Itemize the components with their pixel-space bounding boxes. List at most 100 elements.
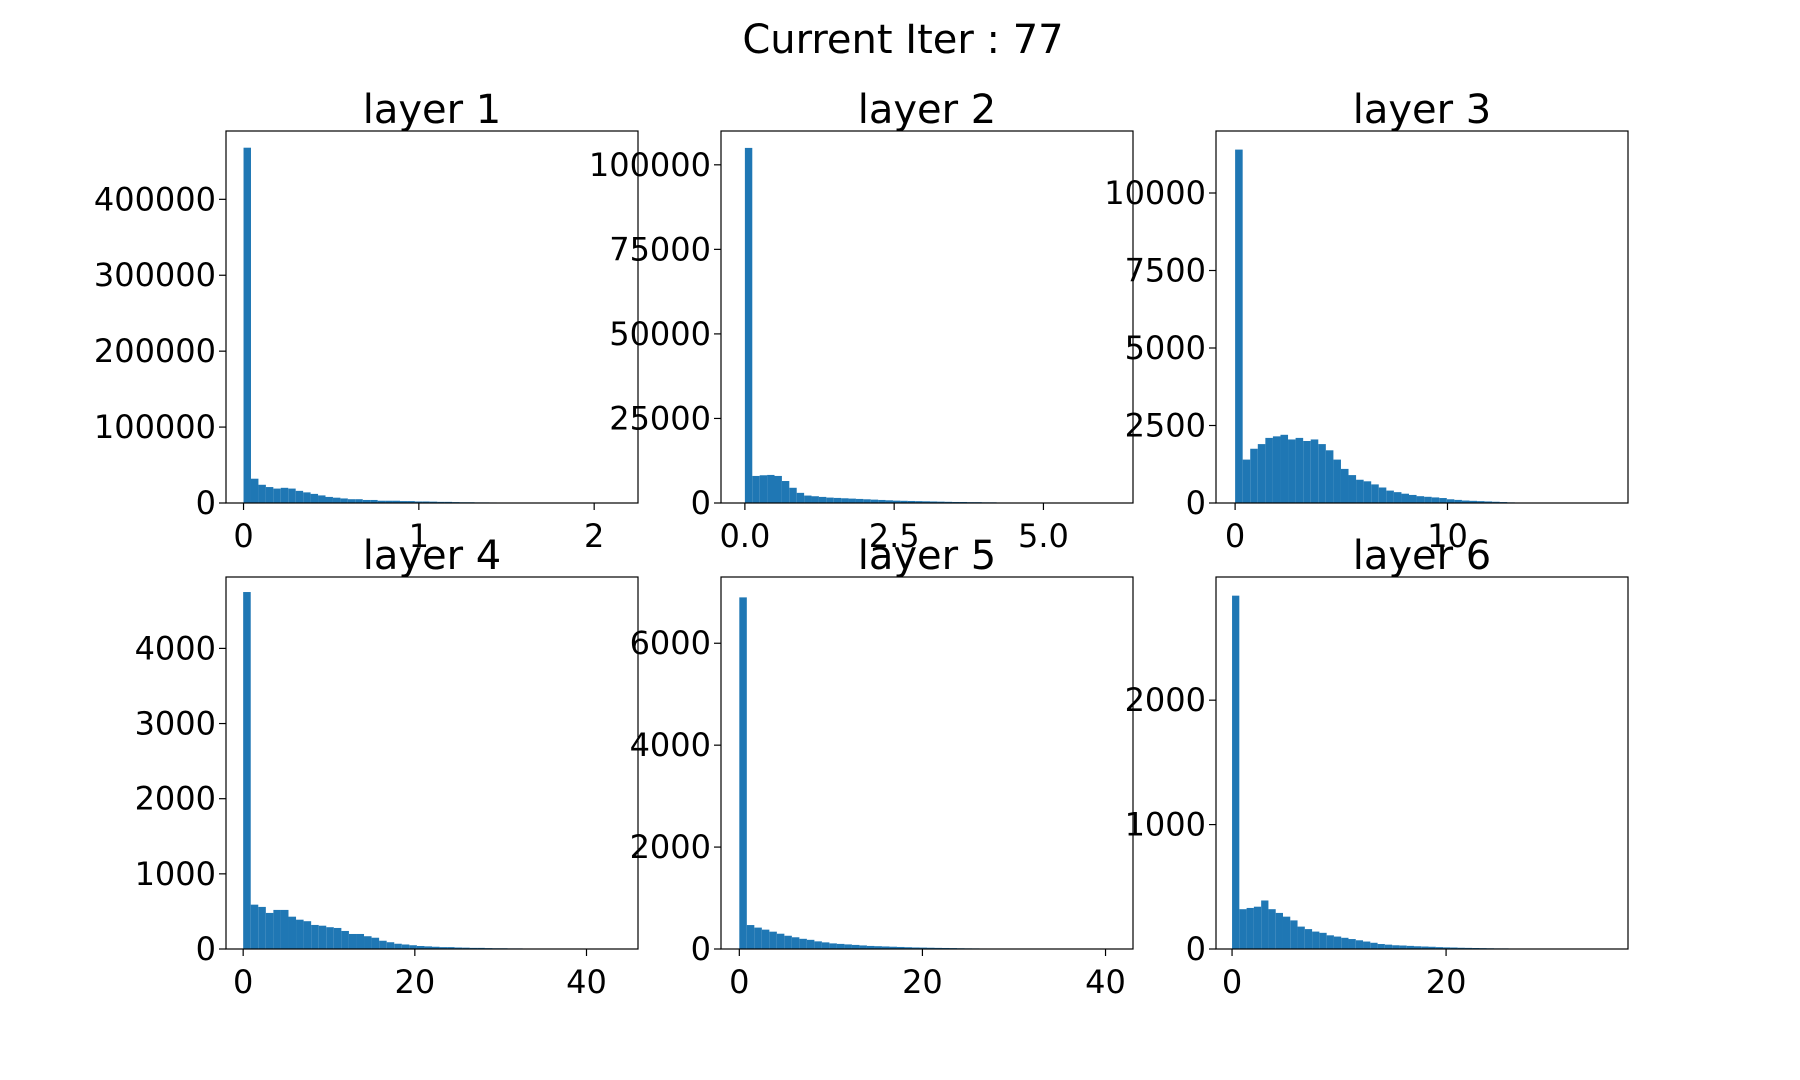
histogram-bar bbox=[1275, 912, 1283, 949]
y-tick-label: 2000 bbox=[630, 828, 711, 866]
histogram-bar bbox=[915, 501, 923, 503]
histogram-bar bbox=[370, 499, 378, 503]
histogram-bar bbox=[814, 941, 822, 949]
histogram-bar bbox=[1280, 434, 1289, 503]
histogram-bar bbox=[1282, 916, 1291, 949]
histogram-bar bbox=[881, 946, 890, 949]
histogram-bar bbox=[907, 500, 916, 503]
histogram-bar bbox=[1303, 441, 1311, 503]
histogram-bar bbox=[1333, 936, 1342, 949]
histogram-bar bbox=[295, 490, 304, 503]
histogram-bar bbox=[340, 498, 348, 503]
histogram-bar bbox=[273, 909, 281, 949]
y-tick-label: 400000 bbox=[94, 180, 216, 218]
histogram-bar bbox=[1326, 935, 1334, 949]
histogram-bar bbox=[407, 501, 415, 503]
histogram-bar bbox=[776, 933, 785, 949]
histogram-bar bbox=[439, 947, 448, 949]
subplot-layer-5: 0 20 40 0 2000 4000 6000 layer 5 bbox=[630, 533, 1134, 1001]
histogram-bar bbox=[280, 909, 289, 949]
subplot-title: layer 4 bbox=[363, 533, 502, 579]
x-tick-label: 10 bbox=[1427, 517, 1468, 555]
axes-frame bbox=[1215, 130, 1629, 504]
subplot-title: layer 2 bbox=[858, 87, 997, 133]
histogram-bar bbox=[774, 475, 782, 503]
histogram-bar bbox=[1435, 947, 1444, 949]
histogram-bar bbox=[1406, 945, 1414, 949]
y-tick-label: 5000 bbox=[1125, 329, 1206, 367]
histogram-bar bbox=[400, 501, 408, 503]
y-tick-label: 1000 bbox=[135, 855, 216, 893]
histogram-bar bbox=[318, 495, 326, 503]
histogram-bar bbox=[310, 493, 319, 503]
histogram-bar bbox=[829, 943, 837, 949]
histogram-bar bbox=[1340, 468, 1349, 503]
histogram-bar bbox=[889, 946, 897, 949]
histogram-bar bbox=[394, 943, 402, 949]
histogram-bar bbox=[356, 933, 365, 949]
histogram-bar bbox=[265, 912, 274, 949]
histogram-bar bbox=[1355, 940, 1364, 949]
y-tick-label: 2000 bbox=[1125, 681, 1206, 719]
subplot-layer-1: 0 1 2 0 100000 200000 300000 400000 layer 1 bbox=[94, 87, 639, 555]
histogram-bar bbox=[371, 937, 380, 949]
histogram-bar bbox=[1450, 947, 1458, 949]
histogram-bar bbox=[1378, 487, 1387, 503]
histogram-bar bbox=[379, 940, 387, 949]
histogram-bar bbox=[1310, 439, 1319, 503]
histogram-bar bbox=[424, 946, 432, 949]
histogram-bar bbox=[1242, 459, 1251, 503]
histogram-bar bbox=[929, 501, 938, 503]
histogram-bar bbox=[1443, 947, 1451, 949]
y-tick-label: 100000 bbox=[94, 408, 216, 446]
x-tick-label: 2.5 bbox=[869, 517, 920, 555]
histogram-bar bbox=[318, 925, 327, 949]
histogram-bar bbox=[1341, 937, 1349, 949]
histogram-bar bbox=[332, 497, 341, 503]
histogram-bar bbox=[429, 501, 438, 503]
histogram-bar bbox=[781, 481, 790, 503]
histogram-bars bbox=[243, 147, 617, 504]
histogram-bar bbox=[432, 946, 440, 949]
x-tick-label: 0 bbox=[1222, 963, 1242, 1001]
histogram-bar bbox=[296, 919, 304, 949]
histogram-bar bbox=[1250, 448, 1258, 503]
y-tick-label: 3000 bbox=[135, 705, 216, 743]
x-tick-label: 40 bbox=[566, 963, 607, 1001]
histogram-bar bbox=[818, 496, 827, 503]
histogram-bar bbox=[303, 492, 311, 503]
histogram-bar bbox=[401, 944, 410, 949]
histogram-bar bbox=[347, 499, 356, 503]
y-tick-label: 300000 bbox=[94, 256, 216, 294]
histogram-bar bbox=[1304, 929, 1313, 949]
x-tick-label: 20 bbox=[902, 963, 943, 1001]
y-tick-label: 2500 bbox=[1125, 407, 1206, 445]
histogram-bar bbox=[1265, 437, 1273, 503]
histogram-bar bbox=[1384, 944, 1393, 949]
histogram-bar bbox=[1409, 494, 1417, 503]
histogram-bar bbox=[265, 487, 274, 503]
histogram-bar bbox=[821, 942, 830, 949]
histogram-bar bbox=[744, 147, 753, 503]
histogram-bar bbox=[258, 906, 266, 949]
histogram-bar bbox=[1477, 501, 1485, 503]
x-tick-label: 1 bbox=[409, 517, 429, 555]
histogram-bar bbox=[362, 499, 371, 503]
histogram-bar bbox=[273, 488, 281, 503]
histogram-bar bbox=[333, 927, 342, 949]
histogram-bar bbox=[784, 935, 792, 949]
y-tick-label: 25000 bbox=[609, 399, 711, 437]
histogram-bar bbox=[1421, 946, 1429, 949]
x-tick-label: 20 bbox=[1426, 963, 1467, 1001]
subplot-title: layer 5 bbox=[858, 533, 997, 579]
histogram-bar bbox=[1424, 496, 1432, 503]
histogram-bar bbox=[377, 500, 386, 503]
histogram-bar bbox=[806, 939, 815, 949]
histogram-bar bbox=[1268, 909, 1276, 949]
axes-frame bbox=[720, 130, 1134, 504]
histogram-bar bbox=[746, 925, 755, 949]
y-tick-label: 100000 bbox=[589, 146, 711, 184]
histogram-bar bbox=[454, 947, 463, 949]
histogram-bar bbox=[859, 945, 867, 949]
y-tick-label: 2000 bbox=[135, 780, 216, 818]
